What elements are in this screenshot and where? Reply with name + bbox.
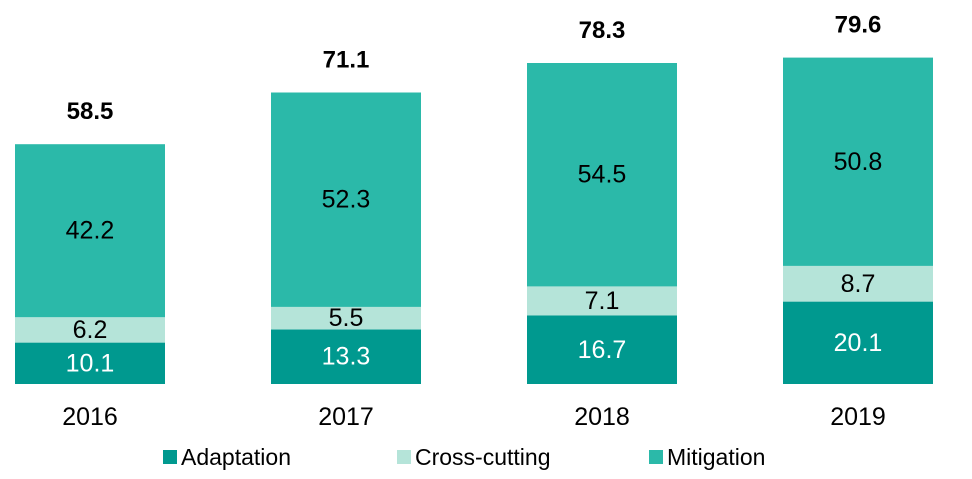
segment-labels-group: 10.1 6.2 42.2 13.3 5.5 52.3 16.7 7.1 54.5 20.1 8.7… — [66, 148, 883, 377]
category-label-2016: 2016 — [62, 403, 118, 431]
segment-label-cross-cutting-2018: 7.1 — [585, 287, 620, 315]
category-label-2019: 2019 — [830, 403, 886, 431]
legend-swatch-mitigation — [649, 450, 663, 464]
bar-adaptation-2019 — [783, 301, 933, 384]
bar-adaptation-2017 — [271, 329, 421, 384]
total-label-2019: 79.6 — [835, 12, 882, 39]
bar-mitigation-2018 — [527, 63, 677, 287]
category-labels-group: 2016 2017 2018 2019 — [62, 403, 886, 431]
legend-label-adaptation: Adaptation — [181, 444, 291, 470]
bar-mitigation-2019 — [783, 57, 933, 266]
legend-swatch-cross-cutting — [397, 450, 411, 464]
category-label-2017: 2017 — [318, 403, 374, 431]
bar-cross-cutting-2016 — [15, 317, 165, 343]
category-label-2018: 2018 — [574, 403, 630, 431]
segment-label-cross-cutting-2019: 8.7 — [841, 270, 876, 298]
total-labels-group: 58.5 71.1 78.3 79.6 — [67, 12, 882, 126]
bar-cross-cutting-2018 — [527, 286, 677, 316]
legend: Adaptation Cross-cutting Mitigation — [163, 444, 765, 470]
segment-label-cross-cutting-2017: 5.5 — [329, 304, 364, 332]
legend-label-cross-cutting: Cross-cutting — [415, 444, 550, 470]
total-label-2016: 58.5 — [67, 98, 114, 125]
segment-label-mitigation-2017: 52.3 — [322, 186, 371, 214]
bar-mitigation-2016 — [15, 144, 165, 318]
bars-group — [15, 57, 933, 384]
segment-label-adaptation-2016: 10.1 — [66, 349, 115, 377]
total-label-2018: 78.3 — [579, 17, 626, 44]
legend-label-mitigation: Mitigation — [667, 444, 765, 470]
bar-mitigation-2017 — [271, 92, 421, 307]
segment-label-adaptation-2017: 13.3 — [322, 343, 371, 371]
segment-label-mitigation-2016: 42.2 — [66, 217, 115, 245]
segment-label-mitigation-2018: 54.5 — [578, 161, 627, 189]
bar-cross-cutting-2017 — [271, 306, 421, 330]
bar-adaptation-2018 — [527, 315, 677, 384]
segment-label-cross-cutting-2016: 6.2 — [73, 316, 108, 344]
segment-label-adaptation-2018: 16.7 — [578, 336, 627, 364]
total-label-2017: 71.1 — [323, 47, 370, 74]
legend-swatch-adaptation — [163, 450, 177, 464]
segment-label-mitigation-2019: 50.8 — [834, 148, 883, 176]
segment-label-adaptation-2019: 20.1 — [834, 329, 883, 357]
bar-cross-cutting-2019 — [783, 265, 933, 302]
bar-adaptation-2016 — [15, 342, 165, 384]
